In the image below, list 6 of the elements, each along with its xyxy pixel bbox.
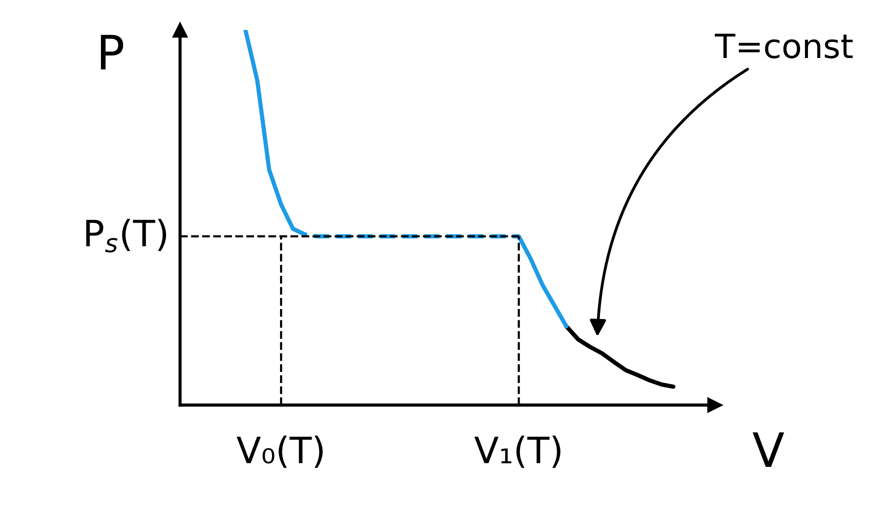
- x-axis-title: V: [752, 432, 784, 467]
- annotation: T=const: [714, 34, 853, 58]
- x-tick-label: V₀(T): [236, 436, 323, 468]
- ref-line-label: P$_{s}$(T): [86, 218, 166, 253]
- y-axis-title: P: [100, 34, 124, 70]
- x-tick-label: V₁(T): [474, 436, 560, 468]
